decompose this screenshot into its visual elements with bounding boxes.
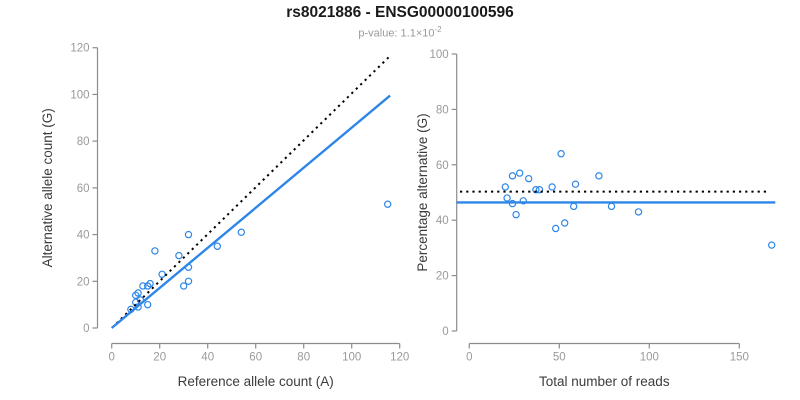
y-tick-label: 0 bbox=[83, 323, 89, 335]
data-point bbox=[146, 279, 154, 288]
x-tick-label: 20 bbox=[153, 352, 166, 364]
data-point bbox=[179, 282, 188, 290]
data-point bbox=[548, 183, 556, 191]
data-point bbox=[595, 172, 603, 180]
y-tick-label: 80 bbox=[77, 136, 90, 148]
data-point bbox=[634, 208, 643, 216]
x-tick-label: 50 bbox=[553, 352, 566, 364]
data-point bbox=[184, 230, 193, 239]
pvalue-exponent: -2 bbox=[434, 25, 442, 34]
x-tick-label: 40 bbox=[201, 352, 214, 364]
data-point bbox=[525, 174, 533, 183]
pvalue-text: p-value: 1.1×10 bbox=[358, 27, 435, 40]
x-tick-label: 150 bbox=[730, 352, 749, 364]
x-tick-label: 60 bbox=[249, 352, 262, 364]
x-tick-label: 0 bbox=[108, 352, 114, 364]
data-point bbox=[768, 241, 776, 249]
right-scatter-plot: 0 20 40 60 80 100 0 50 100 150 Total number of rea… bbox=[415, 49, 776, 389]
y-tick-label: 60 bbox=[436, 160, 449, 172]
pvalue-subtitle: p-value: 1.1×10-2 bbox=[0, 25, 800, 40]
data-point bbox=[134, 303, 142, 311]
data-point bbox=[158, 270, 166, 278]
data-point bbox=[213, 242, 221, 250]
data-point bbox=[501, 183, 509, 191]
data-point bbox=[557, 150, 565, 158]
y-tick-label: 120 bbox=[70, 43, 89, 55]
x-tick-label: 100 bbox=[342, 352, 361, 364]
data-point bbox=[570, 202, 578, 211]
data-point bbox=[516, 169, 524, 177]
y-axis-title: Alternative allele count (G) bbox=[40, 108, 55, 267]
page-title: rs8021886 - ENSG00000100596 bbox=[286, 4, 514, 21]
data-point bbox=[532, 186, 540, 194]
data-point bbox=[134, 289, 142, 297]
data-point bbox=[552, 224, 560, 233]
y-tick-label: 100 bbox=[70, 89, 89, 101]
data-point bbox=[607, 202, 616, 211]
data-point bbox=[143, 300, 152, 309]
plot-header: rs8021886 - ENSG00000100596 p-value: 1.1… bbox=[0, 4, 800, 40]
data-point bbox=[508, 172, 517, 180]
x-tick-label: 80 bbox=[297, 352, 310, 364]
data-point bbox=[139, 282, 147, 290]
y-tick-label: 40 bbox=[436, 215, 449, 227]
y-axis-title: Percentage alternative (G) bbox=[415, 113, 430, 271]
data-point bbox=[175, 251, 183, 260]
data-point bbox=[512, 210, 520, 219]
y-tick-label: 20 bbox=[436, 271, 449, 283]
data-point bbox=[561, 219, 569, 227]
x-tick-label: 0 bbox=[466, 352, 472, 364]
data-point bbox=[384, 200, 392, 208]
data-point bbox=[571, 180, 580, 188]
identity-line bbox=[115, 56, 390, 325]
data-point bbox=[143, 282, 152, 290]
data-point bbox=[535, 186, 544, 194]
data-point bbox=[151, 247, 159, 255]
y-tick-label: 100 bbox=[430, 49, 449, 61]
x-tick-label: 100 bbox=[640, 352, 659, 364]
data-point bbox=[503, 194, 511, 202]
y-tick-label: 60 bbox=[77, 183, 90, 195]
data-point bbox=[237, 228, 245, 236]
data-point bbox=[519, 197, 528, 205]
y-tick-label: 80 bbox=[436, 104, 449, 116]
x-tick-label: 120 bbox=[390, 352, 409, 364]
x-axis-title: Reference allele count (A) bbox=[178, 374, 334, 389]
y-tick-label: 0 bbox=[442, 326, 448, 338]
data-point bbox=[184, 277, 193, 285]
regression-line bbox=[110, 94, 391, 329]
y-tick-label: 40 bbox=[77, 230, 90, 242]
y-tick-label: 20 bbox=[77, 276, 90, 288]
left-scatter-plot: 0 20 40 60 80 100 120 0 20 40 60 80 100 120 Reference … bbox=[40, 43, 409, 389]
data-point bbox=[131, 291, 140, 300]
x-axis-title: Total number of reads bbox=[539, 374, 670, 389]
